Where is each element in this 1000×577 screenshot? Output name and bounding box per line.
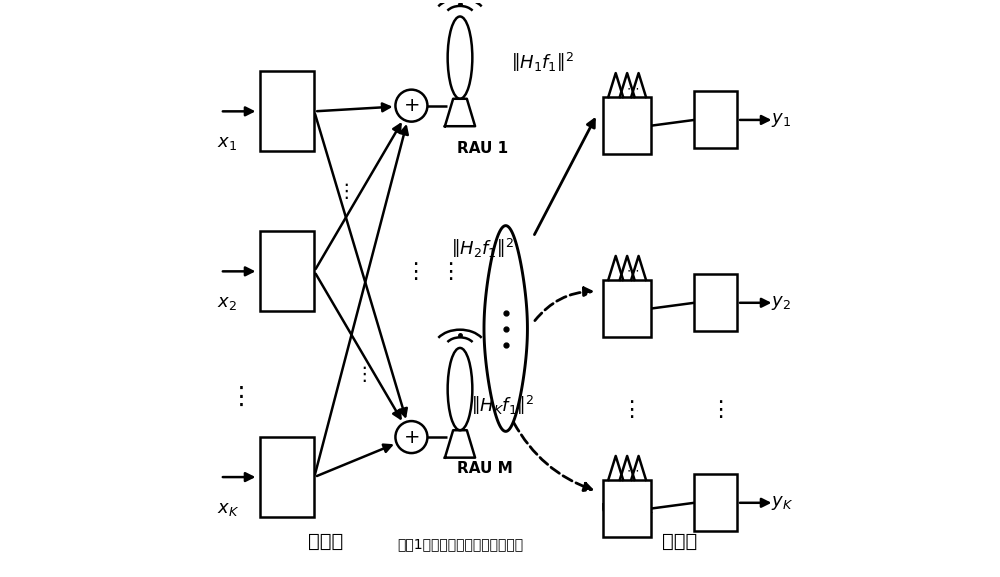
Polygon shape [445,430,475,458]
Circle shape [395,89,427,122]
Bar [260,231,314,312]
Text: $x_2$: $x_2$ [217,294,237,312]
Text: $\mathbf{f}_K$: $\mathbf{f}_K$ [276,465,298,489]
Bar [694,474,737,531]
Bar [694,274,737,331]
Text: $W_1$: $W_1$ [701,109,730,130]
Text: User 2: User 2 [602,302,652,316]
Text: $\cdots$: $\cdots$ [626,264,639,277]
Text: $\vdots$: $\vdots$ [336,181,349,201]
Text: $W_2$: $W_2$ [701,292,730,313]
Text: RAU M: RAU M [457,461,513,476]
Text: $\vdots$: $\vdots$ [354,364,366,384]
Text: $y_K$: $y_K$ [771,494,794,512]
Text: $\mathbf{f}_1$: $\mathbf{f}_1$ [278,100,297,123]
Text: $\vdots$: $\vdots$ [620,398,634,419]
Text: $\vdots$: $\vdots$ [404,260,419,282]
Text: $W_K$: $W_K$ [700,492,731,514]
Bar [694,91,737,148]
Text: $x_1$: $x_1$ [217,134,237,152]
Text: $\vdots$: $\vdots$ [709,398,723,419]
Text: 用户1泤露给其他用户的干扰信息: 用户1泤露给其他用户的干扰信息 [397,537,523,552]
Text: $y_1$: $y_1$ [771,111,791,129]
Text: $y_2$: $y_2$ [771,294,791,312]
Text: $\left\|H_2f_1\right\|^2$: $\left\|H_2f_1\right\|^2$ [451,237,514,260]
Bar [260,72,314,151]
Bar [603,480,651,537]
Text: 发送端: 发送端 [308,533,343,552]
Text: $\vdots$: $\vdots$ [228,385,244,409]
Text: $\mathbf{f}_2$: $\mathbf{f}_2$ [278,260,297,283]
Text: $\vdots$: $\vdots$ [439,260,453,282]
Text: $+$: $+$ [403,428,420,447]
Bar [260,437,314,517]
Text: $x_K$: $x_K$ [217,500,239,518]
Bar [603,97,651,154]
Text: User 1: User 1 [602,119,652,133]
Text: 接收端: 接收端 [662,533,698,552]
Text: $+$: $+$ [403,96,420,115]
Circle shape [395,421,427,453]
Text: $\left\|H_Kf_1\right\|^2$: $\left\|H_Kf_1\right\|^2$ [471,394,534,417]
Polygon shape [445,99,475,126]
Text: $\cdots$: $\cdots$ [626,81,639,94]
Bar [603,280,651,337]
Text: $\cdots$: $\cdots$ [626,464,639,477]
Text: User K: User K [601,501,653,515]
Text: $\left\|H_1f_1\right\|^2$: $\left\|H_1f_1\right\|^2$ [511,51,574,74]
Text: RAU 1: RAU 1 [457,141,508,156]
